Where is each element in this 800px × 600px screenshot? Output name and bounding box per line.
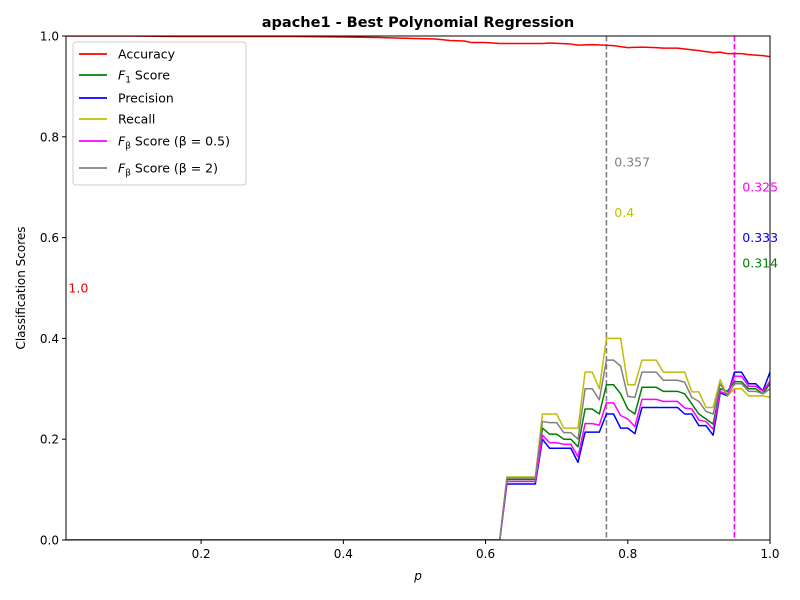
annotations: 1.0 0.357 0.4 0.325 0.333 0.314	[68, 155, 778, 296]
value-annotation: 0.314	[742, 255, 778, 270]
legend-label: F1 Score	[118, 68, 170, 86]
x-tick-label: 0.2	[192, 547, 211, 561]
y-axis-ticks: 0.0 0.2 0.4 0.6 0.8 1.0	[40, 30, 66, 548]
y-tick-label: 0.6	[40, 231, 59, 245]
chart-title: apache1 - Best Polynomial Regression	[262, 15, 574, 31]
x-tick-label: 0.4	[334, 547, 353, 561]
x-axis-ticks: 0.2 0.4 0.6 0.8 1.0	[192, 540, 780, 561]
series-lines	[66, 36, 770, 540]
legend-entry-precision: Precision	[79, 91, 174, 106]
value-annotation: 0.325	[742, 180, 778, 195]
y-tick-label: 0.0	[40, 534, 59, 548]
value-annotation: 1.0	[68, 281, 88, 296]
y-tick-label: 0.2	[40, 433, 59, 447]
legend-box	[72, 41, 247, 186]
value-annotation: 0.333	[742, 230, 778, 245]
plot-frame	[65, 35, 771, 541]
y-tick-label: 0.4	[40, 332, 59, 346]
legend-label: Precision	[118, 91, 174, 106]
x-tick-label: 0.6	[476, 547, 495, 561]
legend-label: Recall	[118, 112, 155, 127]
value-annotation: 0.4	[614, 205, 634, 220]
legend-label: Fβ Score (β = 2)	[118, 161, 218, 179]
legend-entry-f1-score: F1 Score	[79, 68, 170, 86]
x-tick-label: 1.0	[760, 547, 779, 561]
legend-label: Fβ Score (β = 0.5)	[118, 134, 230, 152]
legend-entry-f-score-2: Fβ Score (β = 2)	[79, 161, 218, 179]
y-axis-label: Classification Scores	[14, 226, 28, 349]
series-line-accuracy	[66, 36, 770, 58]
x-axis-label: p	[413, 569, 422, 583]
legend-entry-recall: Recall	[79, 112, 155, 127]
value-annotation: 0.357	[614, 155, 650, 170]
y-tick-label: 0.8	[40, 130, 59, 144]
legend-entry-accuracy: Accuracy	[79, 47, 176, 62]
series-line-f-score-0-5	[66, 375, 770, 540]
series-line-f-score-2	[66, 359, 770, 540]
vertical-reference-lines	[605, 36, 736, 540]
legend-label: Accuracy	[118, 47, 176, 62]
y-tick-label: 1.0	[40, 30, 59, 44]
x-tick-label: 0.8	[618, 547, 637, 561]
legend: Accuracy F1 Score Precision Recall Fβ Score …	[72, 41, 247, 186]
legend-entry-f-score-0-5: Fβ Score (β = 0.5)	[79, 134, 230, 152]
